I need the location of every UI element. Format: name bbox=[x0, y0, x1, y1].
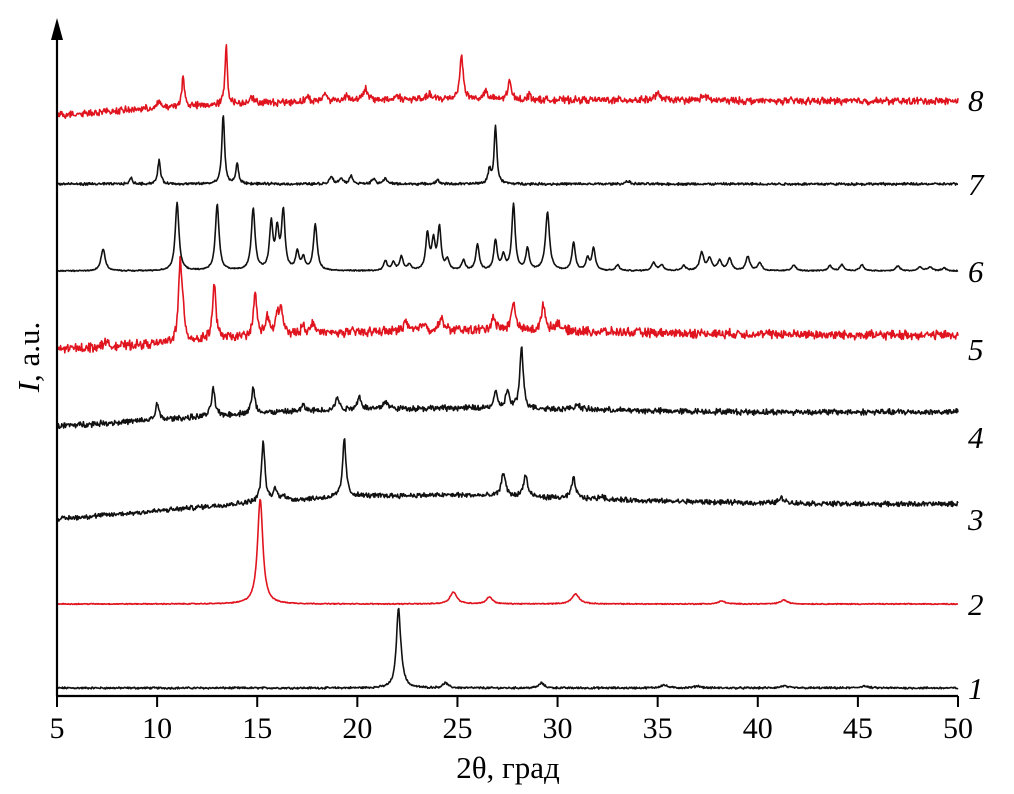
series-8-label: 8 bbox=[968, 83, 984, 118]
y-axis-label: I, a.u. bbox=[11, 322, 46, 394]
series-7-label: 7 bbox=[968, 167, 985, 202]
series-4-line bbox=[56, 346, 959, 430]
x-tick-label: 15 bbox=[242, 712, 272, 745]
series-8-line bbox=[56, 44, 959, 119]
series-5-line bbox=[56, 255, 959, 354]
x-tick-label: 10 bbox=[142, 712, 172, 745]
series-6-label: 6 bbox=[968, 254, 984, 289]
series-2-line bbox=[56, 498, 959, 606]
series-labels: 1 2 3 4 5 6 7 8 bbox=[967, 83, 985, 706]
x-tick-label: 30 bbox=[543, 712, 573, 745]
x-tick-label: 25 bbox=[442, 712, 472, 745]
x-tick-label: 45 bbox=[843, 712, 873, 745]
y-axis-label-variable: I bbox=[11, 380, 46, 393]
x-tick-label: 40 bbox=[743, 712, 773, 745]
y-axis-arrow bbox=[51, 18, 63, 40]
series-3-label: 3 bbox=[967, 502, 984, 537]
x-ticks: 5 10 15 20 25 30 35 40 45 50 bbox=[50, 696, 973, 745]
series-6-line bbox=[56, 201, 959, 273]
x-tick-label: 20 bbox=[342, 712, 372, 745]
series-1-label: 1 bbox=[968, 671, 984, 706]
x-tick-label: 5 bbox=[50, 712, 65, 745]
x-axis-label: 2θ, град bbox=[456, 750, 560, 785]
series-5-label: 5 bbox=[968, 332, 984, 367]
series-layer bbox=[56, 44, 959, 690]
series-7-line bbox=[56, 115, 959, 187]
x-tick-label: 50 bbox=[943, 712, 973, 745]
x-tick-label: 35 bbox=[643, 712, 673, 745]
series-4-label: 4 bbox=[968, 420, 984, 455]
y-axis-label-unit: , a.u. bbox=[11, 322, 46, 382]
series-2-label: 2 bbox=[968, 587, 984, 622]
series-1-line bbox=[56, 607, 959, 690]
axes bbox=[51, 18, 958, 698]
series-3-line bbox=[56, 438, 959, 522]
